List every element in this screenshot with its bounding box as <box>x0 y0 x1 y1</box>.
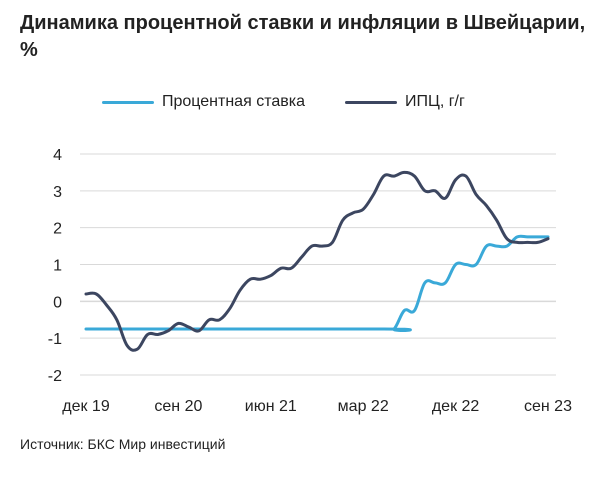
y-tick-label: -2 <box>48 368 62 385</box>
grid-layer <box>80 153 556 376</box>
y-tick-label: 3 <box>53 184 62 201</box>
x-tick-label: мар 22 <box>338 398 389 415</box>
y-tick-label: 1 <box>53 258 62 275</box>
x-tick-label: сен 20 <box>154 398 202 415</box>
y-tick-label: 2 <box>53 221 62 238</box>
legend-item-cpi: ИПЦ, г/г <box>344 93 465 111</box>
legend-swatch-rate <box>102 100 154 104</box>
series-layer <box>84 170 550 352</box>
x-tick-label: дек 22 <box>432 398 480 415</box>
y-axis-labels: 4 3 2 1 0 -1 -2 <box>48 147 62 385</box>
legend-label-cpi: ИПЦ, г/г <box>404 93 465 110</box>
legend-swatch-cpi <box>344 100 397 104</box>
x-axis-labels: дек 19 сен 20 июн 21 мар 22 дек 22 сен 23 <box>62 398 572 415</box>
x-tick-label: июн 21 <box>245 398 297 415</box>
source-note: Источник: БКС Мир инвестиций <box>20 436 226 452</box>
x-tick-label: дек 19 <box>62 398 110 415</box>
y-tick-label: -1 <box>48 331 62 348</box>
y-tick-label: 0 <box>53 294 62 311</box>
chart-title: Динамика процентной ставки и инфляции в … <box>20 12 586 61</box>
series-line-cpi <box>84 170 550 352</box>
legend-item-rate: Процентная ставка <box>102 93 305 111</box>
x-tick-label: сен 23 <box>524 398 572 415</box>
legend: Процентная ставка ИПЦ, г/г <box>102 92 505 112</box>
series-line-rate <box>84 234 550 332</box>
y-tick-label: 4 <box>53 147 62 164</box>
legend-label-rate: Процентная ставка <box>162 93 305 110</box>
